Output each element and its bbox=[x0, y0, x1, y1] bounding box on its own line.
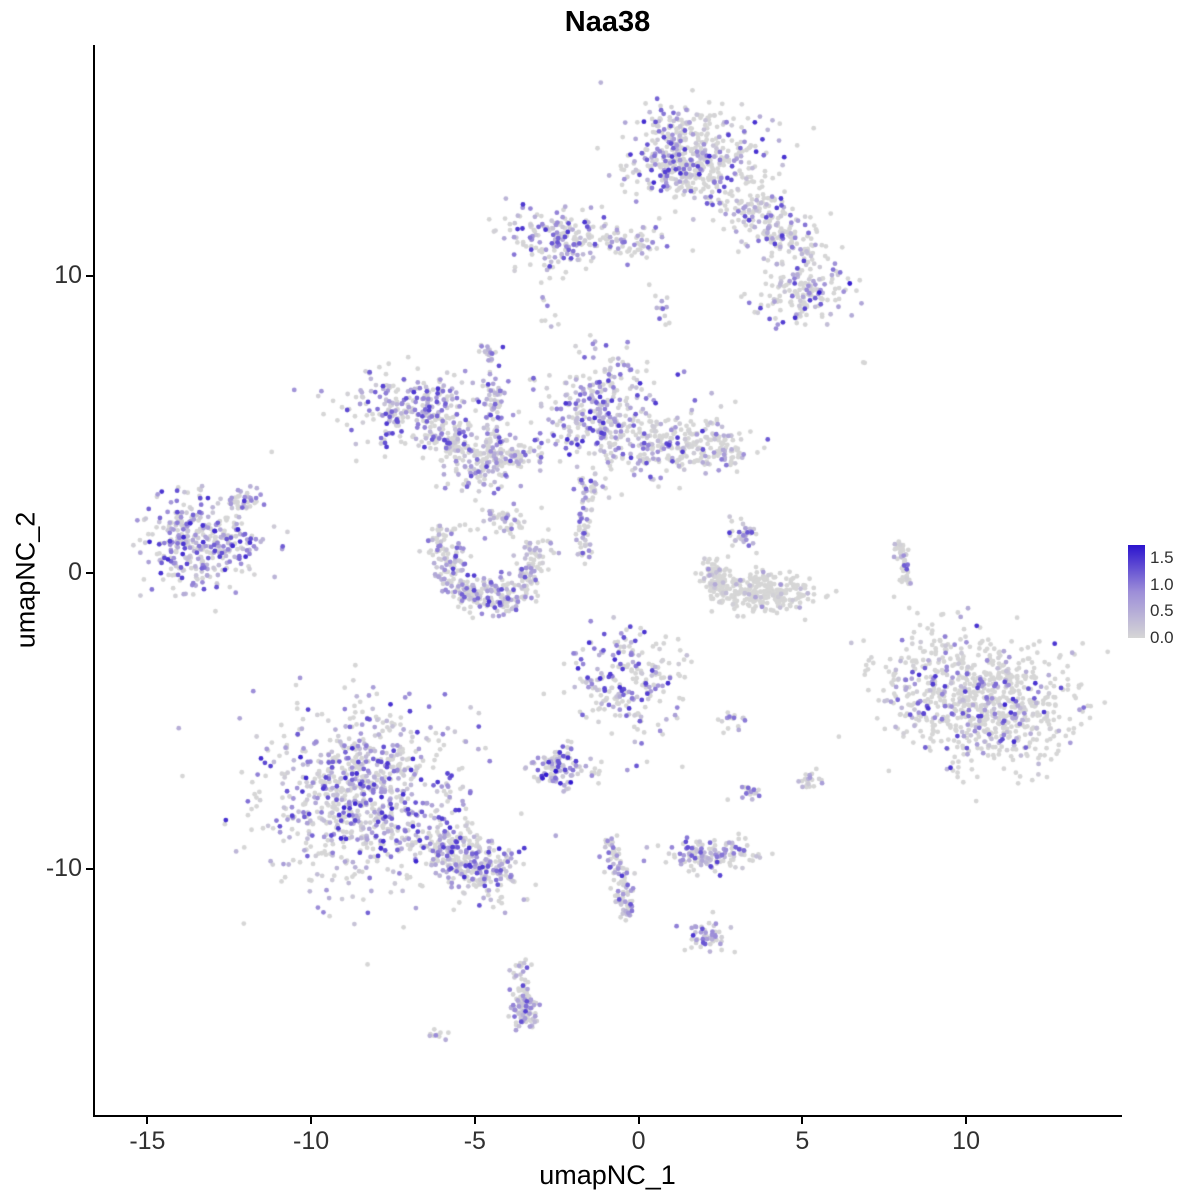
legend-tick-label: 1.5 bbox=[1150, 548, 1174, 568]
x-tick-label: 10 bbox=[952, 1127, 980, 1155]
y-tick-label: -10 bbox=[45, 853, 82, 882]
legend-colorbar bbox=[1128, 545, 1145, 638]
plot-area bbox=[95, 45, 1120, 1115]
x-tick-label: -5 bbox=[463, 1127, 486, 1155]
x-tick-label: -15 bbox=[129, 1127, 166, 1155]
x-tick-mark bbox=[801, 1117, 804, 1124]
y-tick-label: 0 bbox=[68, 557, 82, 586]
x-tick-mark bbox=[965, 1117, 968, 1124]
y-tick-label: 10 bbox=[54, 261, 82, 290]
x-axis-line bbox=[93, 1115, 1122, 1117]
y-axis-line bbox=[93, 45, 95, 1117]
scatter-canvas bbox=[95, 45, 1120, 1115]
plot-title: Naa38 bbox=[564, 6, 651, 38]
legend-tick-label: 1.0 bbox=[1150, 574, 1174, 594]
y-tick-mark bbox=[86, 571, 93, 574]
x-tick-mark bbox=[473, 1117, 476, 1124]
x-tick-mark bbox=[310, 1117, 313, 1124]
x-tick-label: 0 bbox=[631, 1127, 646, 1155]
x-tick-label: 5 bbox=[795, 1127, 810, 1155]
legend-tick-label: 0.0 bbox=[1150, 628, 1174, 647]
y-tick-mark bbox=[86, 867, 93, 870]
x-axis-label: umapNC_1 bbox=[539, 1160, 676, 1190]
y-tick-mark bbox=[86, 275, 93, 278]
x-tick-mark bbox=[637, 1117, 640, 1124]
x-tick-mark bbox=[146, 1117, 149, 1124]
legend-tick-label: 0.5 bbox=[1150, 601, 1174, 621]
x-tick-label: -10 bbox=[293, 1127, 330, 1155]
